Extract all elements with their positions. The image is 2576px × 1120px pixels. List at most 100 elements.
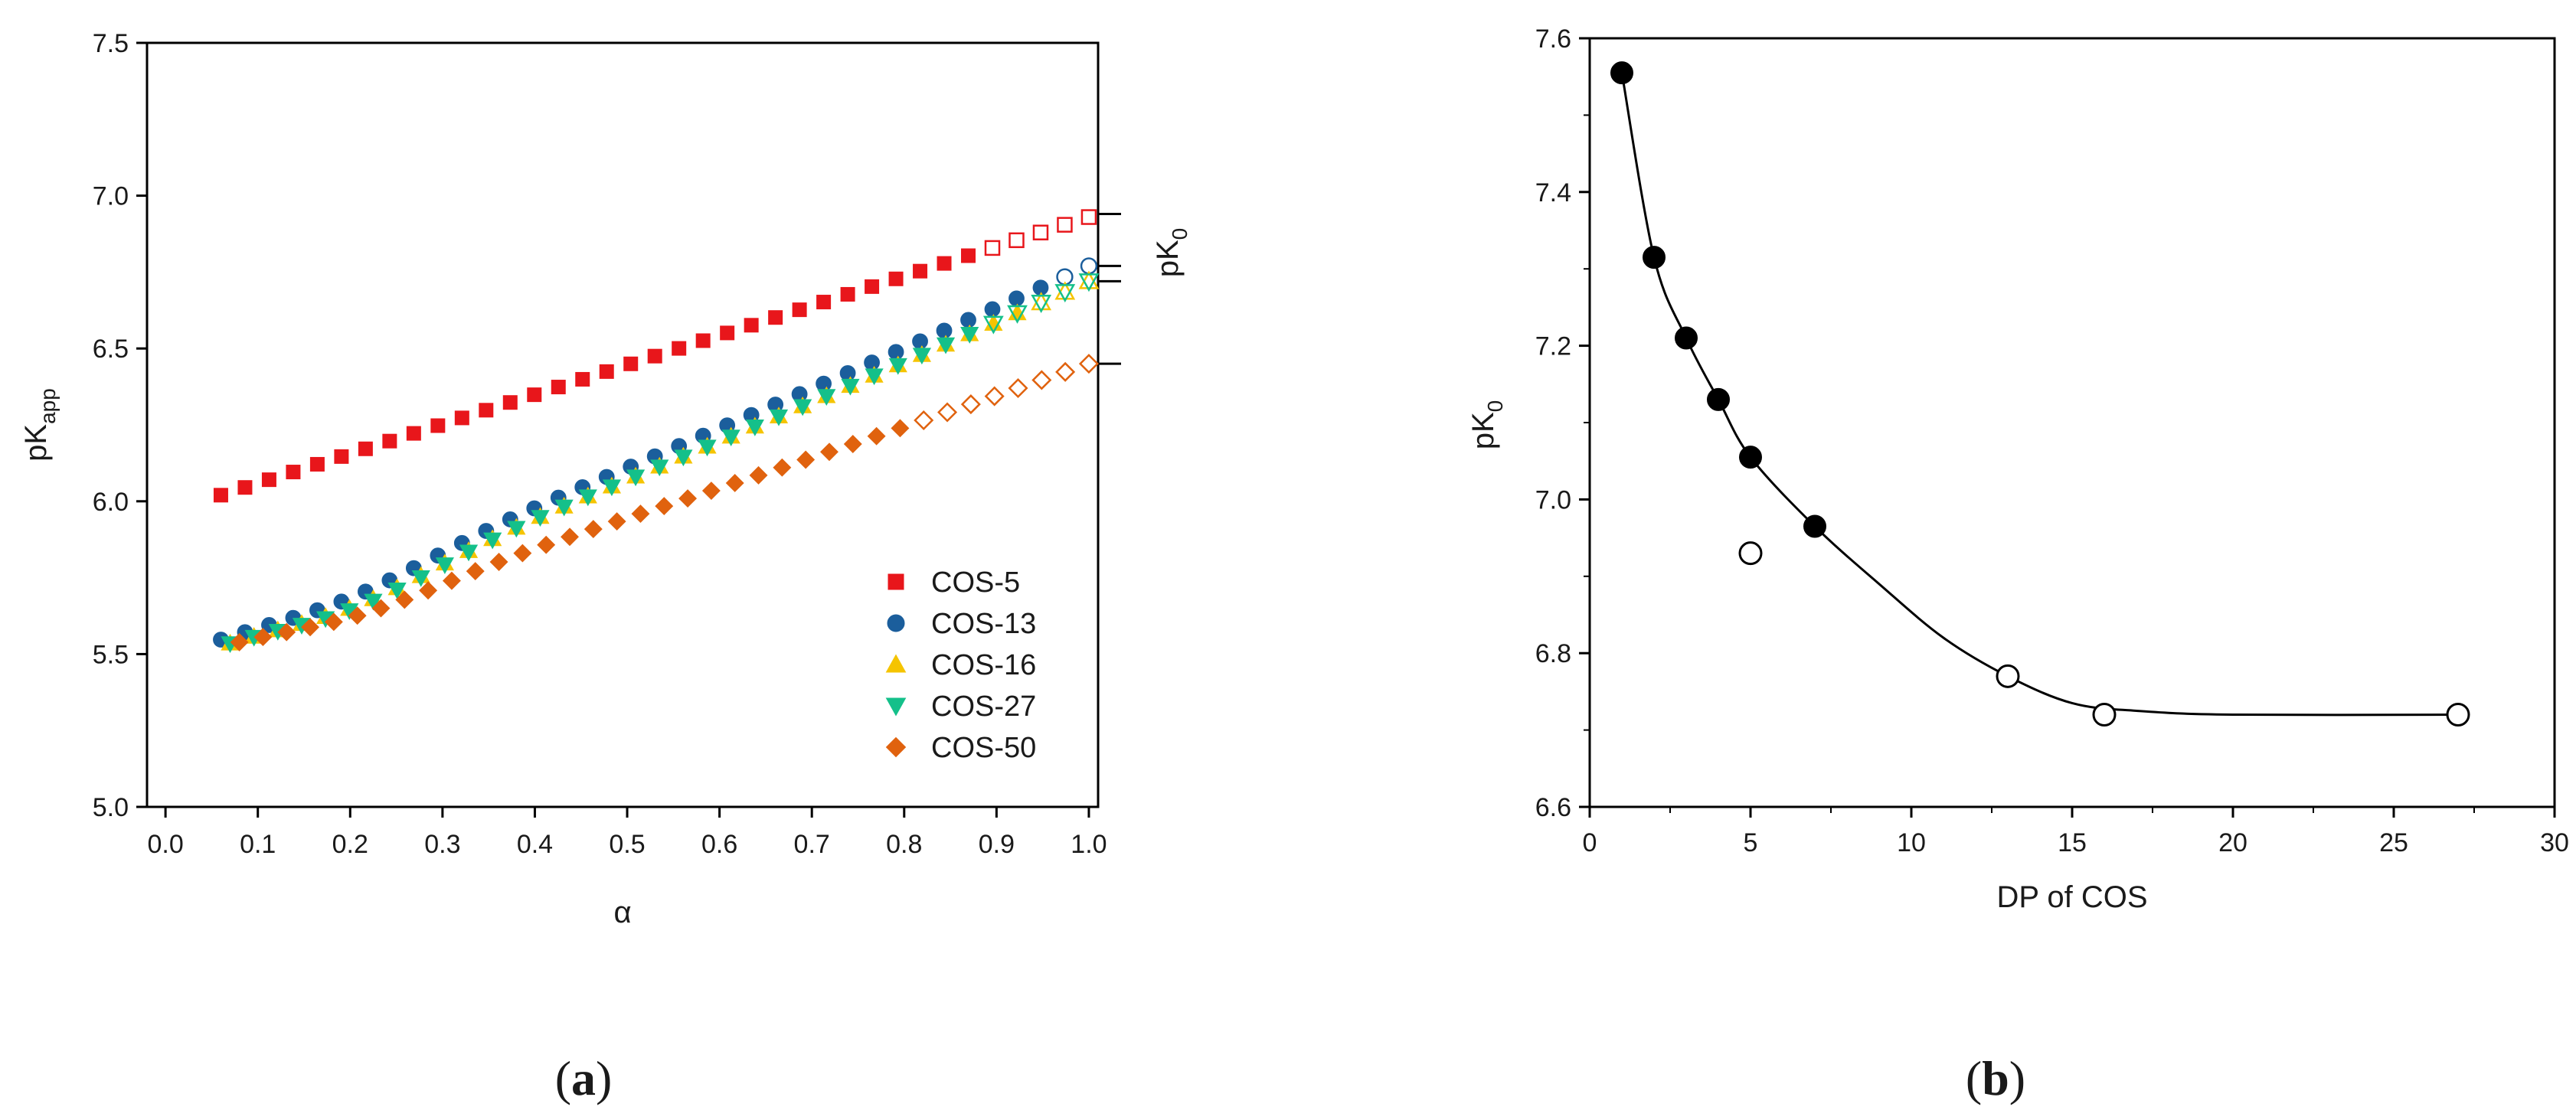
data-point: [527, 387, 542, 403]
open-data-point: [2446, 703, 2470, 727]
legend-marker: [885, 736, 907, 758]
data-point: [1078, 354, 1099, 374]
data-point: [672, 341, 687, 356]
data-point: [820, 442, 839, 462]
data-point: [937, 402, 958, 423]
data-point: [1080, 209, 1097, 225]
data-point: [1008, 232, 1025, 249]
legend-marker: [885, 654, 907, 673]
data-point: [984, 240, 1001, 256]
data-point: [839, 364, 856, 381]
panel-b-y-tick-label: 7.6: [1535, 24, 1571, 54]
panel-a-y-tick-label: 7.0: [93, 182, 129, 211]
data-point: [888, 344, 904, 361]
data-point: [631, 504, 650, 524]
data-point: [1008, 378, 1028, 399]
data-point: [744, 318, 759, 333]
data-point: [867, 426, 886, 446]
data-point: [1031, 370, 1052, 390]
data-point: [489, 553, 508, 571]
data-point: [554, 499, 574, 517]
data-point: [840, 286, 855, 302]
data-point: [769, 409, 789, 426]
panel-a-x-tick-label: 0.7: [794, 830, 830, 859]
filled-data-point: [1610, 61, 1633, 85]
data-point: [647, 348, 662, 364]
data-point: [479, 403, 494, 418]
data-point: [237, 480, 253, 495]
data-point: [419, 581, 438, 600]
data-point: [960, 327, 979, 344]
data-point: [655, 497, 674, 516]
data-point: [507, 521, 526, 538]
filled-data-point: [1675, 326, 1698, 350]
data-point: [551, 380, 566, 395]
data-point: [1008, 290, 1025, 307]
panel-a-x-axis-title: α: [613, 896, 631, 929]
panel-b-x-tick-label: 25: [2379, 828, 2408, 857]
data-point: [650, 459, 669, 477]
panel-b-x-tick-label: 20: [2218, 828, 2247, 857]
data-point: [745, 420, 764, 436]
filled-data-point: [1803, 514, 1826, 538]
legend-label: COS-5: [931, 567, 1020, 599]
data-point: [817, 389, 836, 406]
legend-marker: [887, 614, 905, 632]
data-point: [695, 333, 711, 348]
panel-b-x-tick-label: 5: [1744, 828, 1758, 857]
panel-b-y-tick-label: 6.8: [1535, 639, 1571, 668]
panel-b-x-tick-label: 30: [2540, 828, 2569, 857]
panel-b-y-tick-label: 6.6: [1535, 793, 1571, 822]
panel-a-y-tick-label: 7.5: [93, 29, 129, 58]
panel-b-y-tick-label: 7.4: [1535, 178, 1571, 207]
data-point: [864, 354, 880, 371]
data-point: [309, 456, 325, 472]
data-point: [230, 632, 249, 651]
panel-b-y-tick-label: 7.0: [1535, 485, 1571, 514]
filled-data-point: [1707, 387, 1730, 411]
data-point: [382, 433, 397, 449]
data-point: [721, 429, 740, 446]
data-point: [749, 465, 768, 485]
panel-b-marks: [1610, 61, 2470, 727]
series-cos-27: [221, 273, 1100, 654]
panel-a-plot-frame: [145, 41, 1100, 808]
data-point: [442, 571, 461, 590]
data-point: [531, 510, 550, 527]
panel-a-right-axis-title: pK0: [1151, 228, 1192, 278]
data-point: [411, 570, 430, 587]
panel-b-x-axis-title: DP of COS: [1996, 880, 2147, 914]
data-point: [459, 544, 479, 562]
data-point: [865, 279, 880, 294]
data-point: [623, 356, 639, 371]
data-point: [865, 368, 884, 386]
legend-label: COS-16: [931, 649, 1036, 681]
panel-a-y-tick-label: 6.0: [93, 488, 129, 517]
data-point: [537, 535, 556, 554]
data-point: [575, 371, 590, 387]
data-point: [599, 364, 614, 379]
panel-a-x-tick-label: 0.6: [701, 830, 737, 859]
data-point: [912, 333, 928, 350]
data-point: [1057, 217, 1073, 233]
panel-b-y-axis-title: pK0: [1466, 400, 1507, 450]
data-point: [364, 593, 383, 611]
panel-a-x-tick-label: 0.0: [147, 830, 183, 859]
open-data-point: [2092, 703, 2117, 727]
panel-a-x-tick-label: 0.5: [609, 830, 645, 859]
series-cos-13: [213, 257, 1098, 648]
data-point: [793, 399, 812, 416]
panel-a-x-tick-label: 1.0: [1071, 830, 1107, 859]
data-point: [1031, 294, 1052, 314]
legend-marker: [885, 697, 907, 717]
data-point: [674, 449, 693, 467]
data-point: [358, 441, 373, 456]
data-point: [387, 583, 407, 599]
legend-marker: [888, 573, 904, 590]
data-point: [914, 410, 934, 430]
data-point: [936, 337, 956, 354]
data-point: [406, 426, 421, 441]
panel-b-x-tick-label: 10: [1897, 828, 1926, 857]
panel-a-y-tick-label: 5.0: [93, 793, 129, 822]
data-point: [286, 465, 301, 480]
